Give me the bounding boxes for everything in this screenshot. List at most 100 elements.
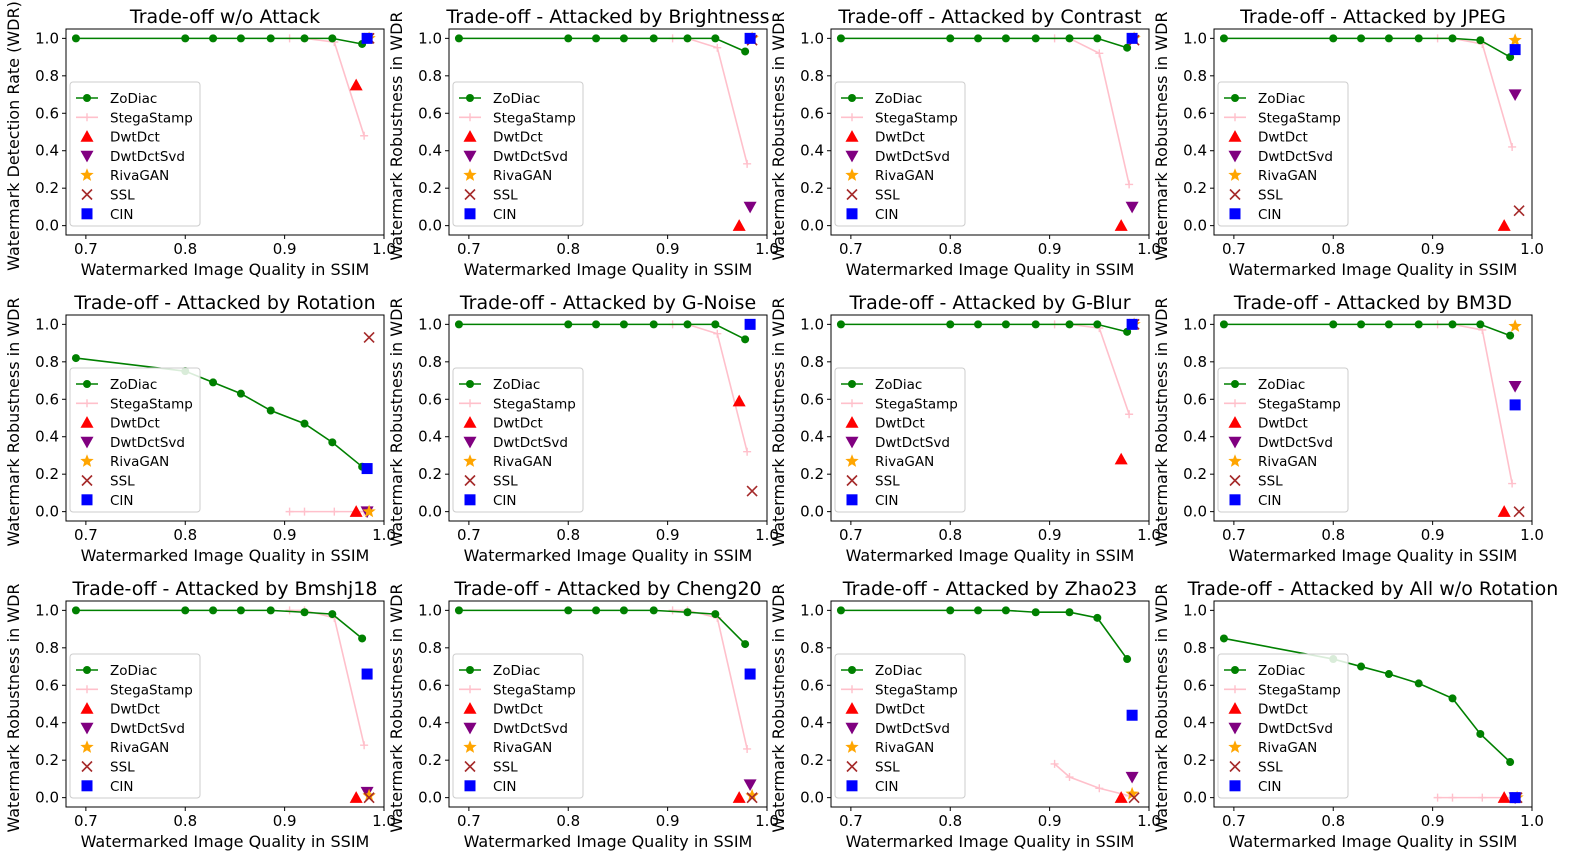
legend-marker-rivagan	[463, 740, 477, 753]
legend-label: DwtDctSvd	[493, 149, 568, 165]
zodiac-point	[683, 34, 692, 43]
legend-marker-dwtdctsvd	[845, 722, 859, 735]
x-tick-label: 0.9	[656, 812, 680, 830]
legend-label: CIN	[493, 207, 517, 223]
legend-label: ZoDiac	[493, 91, 540, 107]
legend-box	[69, 653, 201, 799]
legend-label: DwtDct	[1258, 416, 1308, 432]
x-axis-label: Watermarked Image Quality in SSIM	[1229, 260, 1518, 279]
plot-frame	[448, 28, 768, 236]
zodiac-point	[741, 335, 750, 344]
legend-marker-zodiac	[83, 666, 91, 674]
zodiac-point	[1219, 34, 1228, 43]
cin-marker	[1126, 709, 1138, 721]
x-tick-label: 0.9	[1038, 812, 1062, 830]
legend-label: DwtDctSvd	[1258, 435, 1333, 451]
legend-marker-ssl	[1229, 760, 1241, 773]
y-tick-label: 0.2	[35, 465, 59, 483]
legend-marker-ssl	[81, 760, 93, 773]
zodiac-point	[619, 320, 628, 329]
legend-marker-ssl	[81, 474, 93, 487]
y-tick-label: 0.0	[1183, 217, 1207, 235]
y-tick-label: 1.0	[418, 315, 442, 333]
legend-label: ZoDiac	[110, 377, 157, 393]
legend: ZoDiac StegaStamp DwtDct DwtDctSvd RivaGAN SS…	[452, 653, 584, 799]
x-tick-label: 0.8	[556, 812, 580, 830]
y-tick-label: 0.0	[35, 503, 59, 521]
zodiac-point	[1001, 34, 1010, 43]
dwtdctsvd-marker	[1125, 771, 1139, 784]
legend-box	[1217, 653, 1349, 799]
y-axis-label: Watermark Robustness in WDR	[1152, 11, 1171, 260]
legend-marker-dwtdctsvd	[845, 436, 859, 449]
x-tick-label: 0.8	[938, 240, 962, 258]
legend-label: SSL	[110, 188, 135, 204]
legend-label: CIN	[110, 779, 134, 795]
zodiac-point	[236, 389, 245, 398]
legend-label: ZoDiac	[875, 91, 922, 107]
legend-label: ZoDiac	[1258, 91, 1305, 107]
y-tick-label: 0.6	[418, 676, 442, 694]
legend-marker-rivagan	[1228, 454, 1242, 467]
subplot-title: Trade-off - Attacked by BM3D	[1233, 292, 1512, 314]
zodiac-point	[300, 419, 309, 428]
cin-marker	[361, 32, 373, 44]
legend-label: RivaGAN	[110, 740, 169, 756]
x-tick-label: 0.8	[1321, 526, 1345, 544]
dwtdct-marker	[1497, 791, 1511, 803]
legend-label: StegaStamp	[110, 682, 193, 698]
stegastamp-point	[1448, 793, 1457, 802]
y-tick-label: 0.2	[1183, 751, 1207, 769]
legend-label: DwtDct	[493, 702, 543, 718]
zodiac-point	[1123, 655, 1132, 664]
y-tick-label: 0.0	[418, 503, 442, 521]
x-tick-label: 0.7	[74, 240, 98, 258]
zodiac-point	[1065, 608, 1074, 617]
legend-label: StegaStamp	[1258, 682, 1341, 698]
legend-marker-rivagan	[80, 740, 94, 753]
y-tick-label: 0.8	[418, 353, 442, 371]
legend-label: RivaGAN	[493, 740, 552, 756]
rivagan-marker	[362, 788, 376, 802]
legend-marker-cin	[846, 208, 858, 220]
x-axis-label: Watermarked Image Quality in SSIM	[846, 260, 1135, 279]
legend-label: StegaStamp	[875, 396, 958, 412]
zodiac-point	[454, 320, 463, 329]
ssl-marker	[1513, 205, 1525, 217]
dwtdct-marker	[732, 219, 746, 231]
x-tick-label: 0.9	[1038, 240, 1062, 258]
dwtdct-marker	[349, 505, 363, 517]
zodiac-point	[946, 606, 955, 615]
legend-marker-cin	[846, 780, 858, 792]
stegastamp-point	[713, 329, 722, 338]
y-axis-label: Watermark Robustness in WDR	[387, 583, 406, 832]
legend-marker-stegastamp	[83, 113, 91, 122]
subplot-8: Trade-off - Attacked by BM3D 0.7 0.8 0.9 1.0…	[1152, 292, 1544, 565]
y-tick-label: 0.8	[800, 67, 824, 85]
x-tick-label: 0.9	[273, 812, 297, 830]
legend-label: DwtDct	[1258, 702, 1308, 718]
plot-frame	[1213, 600, 1533, 808]
legend-label: CIN	[1258, 779, 1282, 795]
dwtdct-marker	[1114, 452, 1128, 465]
y-tick-label: 0.4	[418, 428, 442, 446]
legend: ZoDiac StegaStamp DwtDct DwtDctSvd RivaGAN SS…	[1217, 367, 1349, 513]
x-axis-label: Watermarked Image Quality in SSIM	[464, 546, 753, 565]
legend-marker-cin	[464, 780, 476, 792]
zodiac-point	[1506, 331, 1515, 340]
legend-label: ZoDiac	[110, 663, 157, 679]
cin-marker	[744, 318, 756, 330]
legend: ZoDiac StegaStamp DwtDct DwtDctSvd RivaGAN SS…	[834, 653, 966, 799]
legend-marker-stegastamp	[466, 399, 474, 408]
zodiac-point	[328, 438, 337, 447]
dwtdct-marker	[1497, 505, 1511, 517]
zodiac-point	[454, 606, 463, 615]
legend-marker-dwtdct	[463, 130, 477, 142]
stegastamp-point	[668, 606, 677, 615]
x-axis-label: Watermarked Image Quality in SSIM	[81, 832, 370, 851]
y-tick-label: 1.0	[418, 29, 442, 47]
legend-marker-rivagan	[845, 740, 859, 753]
zodiac-point	[619, 34, 628, 43]
dwtdctsvd-marker	[360, 786, 374, 799]
plot-frame	[448, 600, 768, 808]
